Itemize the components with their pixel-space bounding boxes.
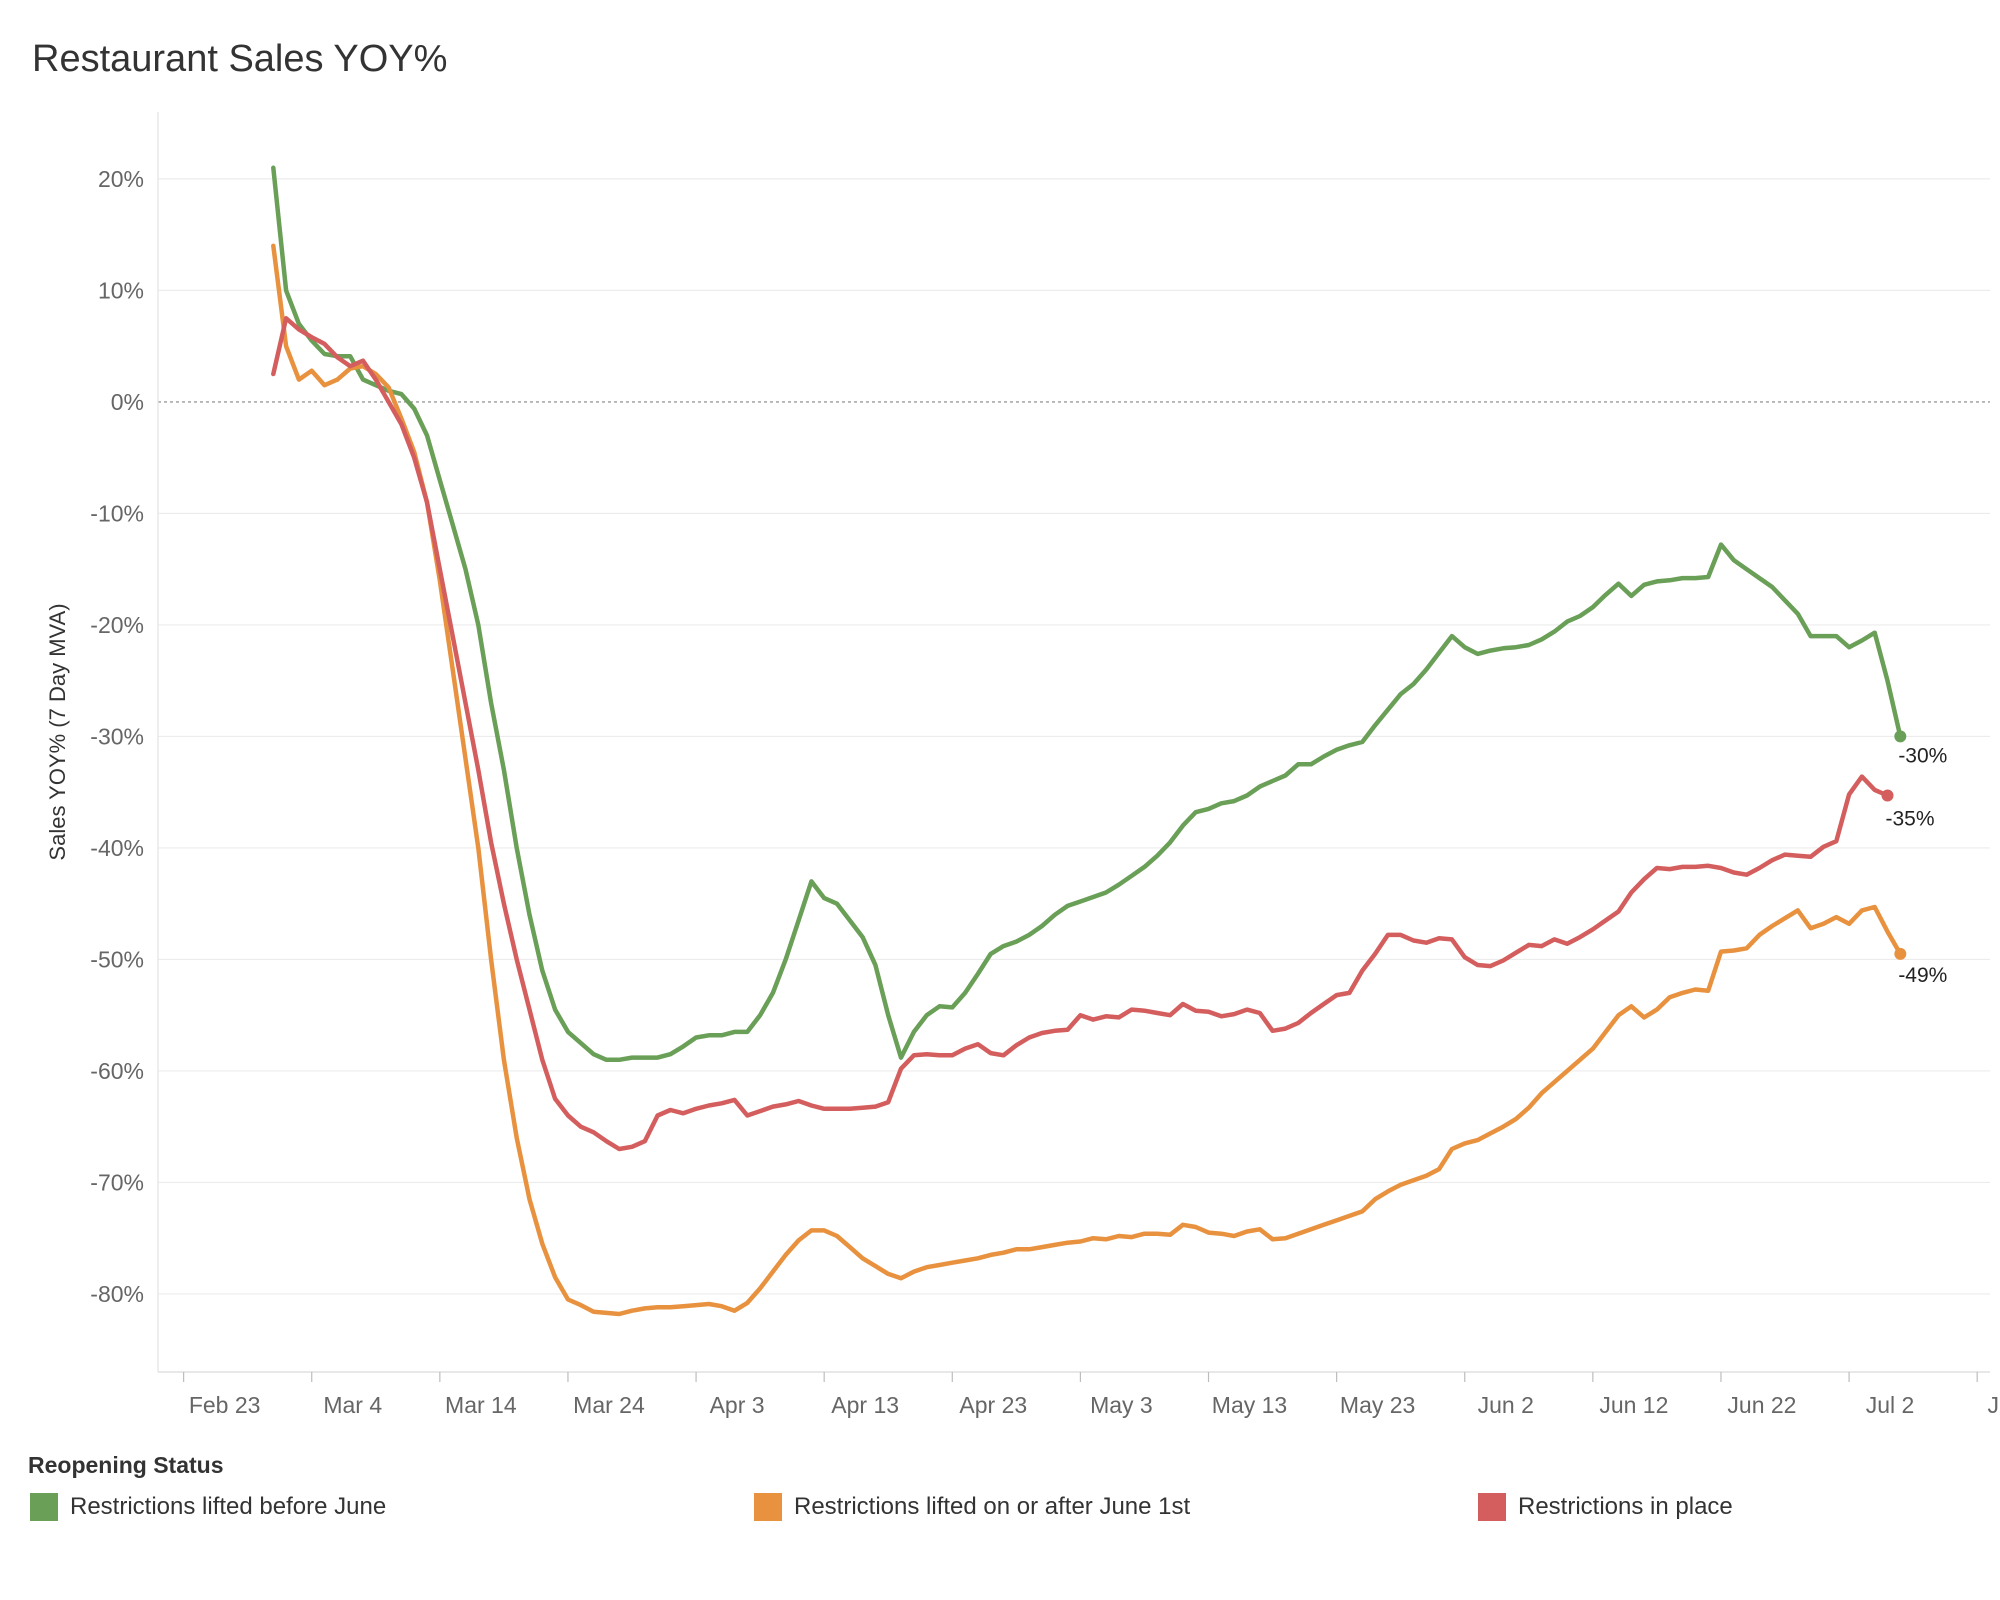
series-line [271, 316, 1890, 1152]
series-line [271, 165, 1903, 1063]
legend-label: Restrictions lifted before June [70, 1493, 387, 1520]
series-end-label: -35% [1886, 808, 1935, 831]
y-tick-label: -40% [90, 835, 144, 861]
series-lines [271, 165, 1903, 1317]
x-tick-label: Jul 2 [1866, 1392, 1915, 1418]
legend-label: Restrictions lifted on or after June 1st [794, 1493, 1191, 1520]
x-tick-label: Jun 12 [1599, 1392, 1668, 1418]
legend-item-lifted-before-june[interactable]: Restrictions lifted before June [30, 1493, 386, 1521]
y-tick-label: 10% [98, 277, 144, 303]
chart-title: Restaurant Sales YOY% [32, 38, 448, 80]
axes: 20% 10% 0% -10% -20% -30% -40% -50% -60% -70% -80%… [45, 112, 2000, 1418]
legend-title: Reopening Status [28, 1452, 224, 1478]
x-tick-label: Jul 12 [1988, 1392, 2000, 1418]
y-tick-label: 20% [98, 166, 144, 192]
legend-swatch [754, 1493, 782, 1521]
legend-label: Restrictions in place [1518, 1493, 1733, 1520]
y-tick-label: -70% [90, 1169, 144, 1195]
gridlines [158, 178, 1990, 1295]
y-tick-label: -50% [90, 946, 144, 972]
series-end-marker [1881, 789, 1894, 802]
y-tick-label: -60% [90, 1058, 144, 1084]
series-end-label: -49% [1898, 964, 1947, 987]
y-tick-label: -80% [90, 1281, 144, 1307]
series-end-marker [1894, 730, 1907, 743]
x-tick-label: Jun 22 [1727, 1392, 1796, 1418]
x-tick-label: Mar 4 [323, 1392, 382, 1418]
y-tick-label: -10% [90, 500, 144, 526]
x-tick-label: May 13 [1212, 1392, 1287, 1418]
series-end-label: -30% [1898, 744, 1947, 767]
x-tick-label: Apr 13 [831, 1392, 899, 1418]
end-labels: -30% -49% -35% [1881, 730, 1947, 987]
x-tick-label: Apr 3 [710, 1392, 765, 1418]
x-tick-label: Mar 24 [573, 1392, 645, 1418]
legend-items: Restrictions lifted before June Restrict… [26, 1493, 1976, 1533]
x-tick-label: Mar 14 [445, 1392, 517, 1418]
legend-item-lifted-after-june[interactable]: Restrictions lifted on or after June 1st [754, 1493, 1190, 1521]
legend-swatch [30, 1493, 58, 1521]
legend: Reopening Status Restrictions lifted bef… [26, 1452, 1976, 1533]
y-tick-label: -30% [90, 723, 144, 749]
x-tick-label: Jun 2 [1478, 1392, 1534, 1418]
x-tick-label: Feb 23 [189, 1392, 261, 1418]
y-tick-label: 0% [111, 389, 144, 415]
x-tick-label: May 3 [1090, 1392, 1153, 1418]
y-axis-title: Sales YOY% (7 Day MVA) [45, 603, 70, 860]
legend-item-restrictions-in-place[interactable]: Restrictions in place [1478, 1493, 1733, 1521]
legend-swatch [1478, 1493, 1506, 1521]
x-tick-label: May 23 [1340, 1392, 1415, 1418]
x-tick-label: Apr 23 [959, 1392, 1027, 1418]
series-end-marker [1894, 947, 1907, 960]
line-chart: 20% 10% 0% -10% -20% -30% -40% -50% -60% -70% -80%… [45, 112, 2000, 1418]
series-line [271, 243, 1903, 1317]
y-tick-label: -20% [90, 612, 144, 638]
